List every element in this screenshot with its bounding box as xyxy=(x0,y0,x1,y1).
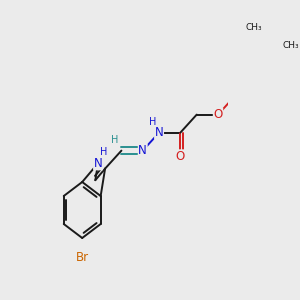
Text: Br: Br xyxy=(76,251,89,264)
Text: H: H xyxy=(111,135,118,145)
Text: H: H xyxy=(100,147,108,157)
Text: CH₃: CH₃ xyxy=(282,41,299,50)
Text: H: H xyxy=(148,117,156,127)
Text: O: O xyxy=(176,150,185,163)
Text: N: N xyxy=(138,144,147,157)
Text: N: N xyxy=(94,157,102,170)
Text: N: N xyxy=(155,126,164,139)
Text: O: O xyxy=(213,108,223,121)
Text: CH₃: CH₃ xyxy=(245,23,262,32)
